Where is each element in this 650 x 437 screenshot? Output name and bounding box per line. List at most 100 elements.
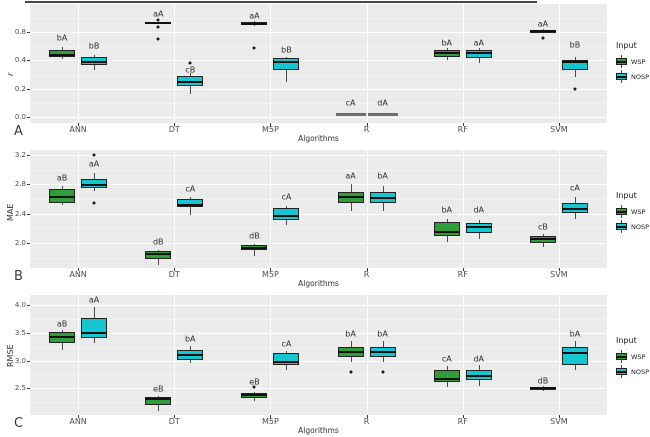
y-tick-label: 0.0 bbox=[14, 113, 26, 121]
gridline-minor bbox=[30, 402, 607, 404]
x-tick-label: RF bbox=[457, 125, 468, 134]
outlier-C-R-NOSP bbox=[381, 370, 385, 374]
gridline-vertical bbox=[462, 150, 464, 268]
median-A-ANN-NOSP bbox=[81, 60, 108, 63]
legend-swatch-NOSP bbox=[616, 365, 627, 378]
y-tick-label: 2.0 bbox=[14, 239, 26, 248]
median-C-RF-NOSP bbox=[465, 375, 492, 378]
sig-label-C-SVM-NOSP: bA bbox=[569, 329, 581, 339]
sig-label-A-R-WSP: cA bbox=[345, 98, 356, 108]
box-B-RF-NOSP bbox=[465, 223, 492, 233]
y-tick-label: 2.5 bbox=[14, 384, 26, 393]
legend-key-median bbox=[616, 371, 627, 373]
x-tickmark bbox=[462, 415, 464, 418]
x-axis-title-B: Algorithms bbox=[298, 279, 339, 288]
x-tickmark bbox=[558, 268, 560, 271]
outlier-A-SVM-NOSP bbox=[573, 87, 577, 91]
median-C-ANN-NOSP bbox=[81, 331, 108, 334]
median-B-ANN-WSP bbox=[49, 196, 76, 199]
panel-C-background bbox=[30, 295, 607, 415]
legend-swatch-NOSP bbox=[616, 70, 627, 83]
sig-label-C-ANN-WSP: aB bbox=[56, 319, 68, 329]
gridline-minor bbox=[30, 374, 607, 376]
gridline-vertical bbox=[558, 150, 560, 268]
x-tickmark bbox=[270, 123, 272, 126]
x-tick-label: M5P bbox=[261, 125, 279, 134]
median-C-R-WSP bbox=[337, 351, 364, 354]
box-C-RF-NOSP bbox=[465, 370, 492, 380]
box-A-ANN-WSP bbox=[49, 49, 76, 58]
gridline-minor bbox=[30, 74, 607, 76]
outlier-A-DT-WSP bbox=[156, 37, 160, 41]
x-tickmark bbox=[366, 123, 368, 126]
box-C-SVM-NOSP bbox=[561, 346, 588, 365]
y-tickmark bbox=[27, 154, 30, 156]
sig-label-B-ANN-NOSP: aA bbox=[88, 159, 100, 169]
x-tickmark bbox=[270, 415, 272, 418]
sig-label-C-DT-WSP: eB bbox=[153, 384, 164, 394]
legend-title-B: Input bbox=[616, 191, 637, 200]
x-tickmark bbox=[366, 415, 368, 418]
gridline-major bbox=[30, 117, 607, 118]
y-tickmark bbox=[27, 117, 30, 118]
legend-title-A: Input bbox=[616, 41, 637, 50]
legend-label-NOSP: NOSP bbox=[631, 73, 650, 81]
sig-label-B-DT-WSP: dB bbox=[152, 237, 164, 247]
sig-label-C-RF-NOSP: dA bbox=[473, 354, 485, 364]
box-C-DT-WSP bbox=[145, 396, 172, 405]
gridline-major bbox=[30, 243, 607, 245]
box-C-ANN-NOSP bbox=[81, 317, 108, 338]
gridline-vertical bbox=[462, 295, 464, 415]
gridline-vertical bbox=[270, 150, 272, 268]
gridline-major bbox=[30, 305, 607, 306]
sig-label-C-DT-NOSP: bA bbox=[184, 334, 196, 344]
x-tick-label: ANN bbox=[69, 270, 87, 279]
median-C-DT-WSP bbox=[145, 397, 172, 400]
y-tickmark bbox=[27, 243, 30, 245]
outlier-A-DT-WSP bbox=[156, 18, 160, 22]
x-tickmark bbox=[78, 123, 80, 126]
panel-B-background bbox=[30, 150, 607, 268]
median-A-ANN-WSP bbox=[49, 54, 76, 57]
legend-key-median bbox=[616, 226, 627, 228]
panel-letter-A: A bbox=[14, 124, 23, 139]
panel-A-background bbox=[30, 4, 607, 123]
sig-label-A-R-NOSP: dA bbox=[377, 98, 388, 108]
y-tickmark bbox=[27, 32, 30, 33]
legend-key-median bbox=[616, 211, 627, 213]
sig-label-B-SVM-NOSP: cA bbox=[569, 183, 580, 193]
sig-label-C-RF-WSP: cA bbox=[441, 354, 452, 364]
box-C-RF-WSP bbox=[433, 370, 460, 382]
x-tickmark bbox=[558, 123, 560, 126]
sig-label-A-ANN-WSP: bA bbox=[56, 33, 68, 43]
sig-label-B-R-NOSP: bA bbox=[377, 171, 388, 181]
y-tickmark bbox=[27, 184, 30, 186]
x-tick-label: SVM bbox=[550, 417, 568, 426]
gridline-minor bbox=[30, 318, 607, 320]
x-tick-label: M5P bbox=[261, 417, 279, 426]
gridline-major bbox=[30, 32, 607, 33]
legend-key-median bbox=[616, 76, 627, 78]
gridline-vertical bbox=[270, 4, 272, 123]
x-tick-label: R bbox=[363, 125, 370, 134]
y-axis-title-B: MAE bbox=[6, 203, 15, 221]
x-tick-label: DT bbox=[168, 417, 180, 426]
x-tick-label: SVM bbox=[550, 270, 568, 279]
sig-label-B-RF-NOSP: dA bbox=[473, 205, 485, 215]
y-axis-title-C: RMSE bbox=[6, 344, 15, 367]
gridline-minor bbox=[30, 257, 607, 259]
sig-label-C-ANN-NOSP: aA bbox=[88, 295, 100, 305]
top-border-line bbox=[25, 1, 537, 3]
outlier-A-DT-NOSP bbox=[188, 61, 192, 65]
gridline-vertical bbox=[558, 4, 560, 123]
median-B-M5P-NOSP bbox=[273, 214, 300, 217]
y-tickmark bbox=[27, 213, 30, 215]
box-B-ANN-WSP bbox=[49, 189, 76, 203]
box-B-DT-WSP bbox=[145, 251, 172, 260]
legend-swatch-WSP bbox=[616, 205, 627, 218]
gridline-vertical bbox=[174, 295, 176, 415]
legend-label-WSP: WSP bbox=[631, 58, 646, 66]
y-tick-label: 0.8 bbox=[14, 28, 26, 36]
x-tickmark bbox=[78, 268, 80, 271]
gridline-major bbox=[30, 154, 607, 156]
